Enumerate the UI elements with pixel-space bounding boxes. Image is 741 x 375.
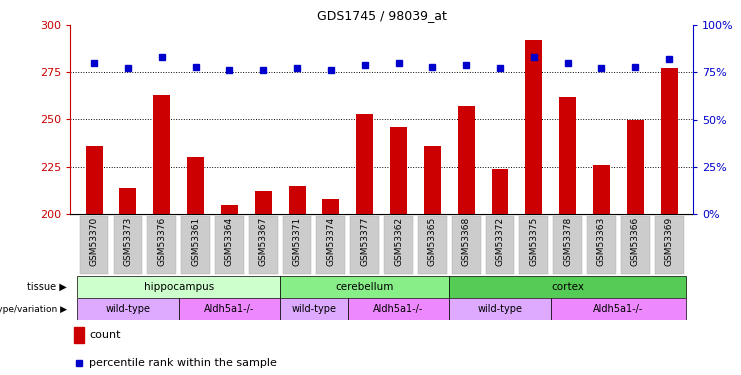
Text: GSM53362: GSM53362 xyxy=(394,217,403,266)
Text: Aldh5a1-/-: Aldh5a1-/- xyxy=(594,304,644,314)
Bar xyxy=(449,276,686,298)
Text: cortex: cortex xyxy=(551,282,584,292)
FancyBboxPatch shape xyxy=(418,216,447,274)
Bar xyxy=(661,69,677,214)
Text: GSM53367: GSM53367 xyxy=(259,217,268,266)
FancyBboxPatch shape xyxy=(519,216,548,274)
Title: GDS1745 / 98039_at: GDS1745 / 98039_at xyxy=(316,9,447,22)
Bar xyxy=(322,199,339,214)
FancyBboxPatch shape xyxy=(655,216,683,274)
Text: wild-type: wild-type xyxy=(477,304,522,314)
Bar xyxy=(86,146,102,214)
Text: GSM53378: GSM53378 xyxy=(563,217,572,266)
FancyBboxPatch shape xyxy=(485,216,514,274)
Text: hippocampus: hippocampus xyxy=(144,282,213,292)
Text: GSM53369: GSM53369 xyxy=(665,217,674,266)
FancyBboxPatch shape xyxy=(587,216,616,274)
Text: genotype/variation ▶: genotype/variation ▶ xyxy=(0,304,67,313)
Bar xyxy=(551,298,686,320)
Bar xyxy=(593,165,610,214)
FancyBboxPatch shape xyxy=(452,216,481,274)
FancyBboxPatch shape xyxy=(113,216,142,274)
Bar xyxy=(491,169,508,214)
FancyBboxPatch shape xyxy=(621,216,650,274)
Text: GSM53363: GSM53363 xyxy=(597,217,606,266)
FancyBboxPatch shape xyxy=(384,216,413,274)
FancyBboxPatch shape xyxy=(554,216,582,274)
Text: count: count xyxy=(89,330,121,340)
Text: Aldh5a1-/-: Aldh5a1-/- xyxy=(205,304,255,314)
FancyBboxPatch shape xyxy=(282,216,311,274)
Bar xyxy=(221,204,238,214)
Bar xyxy=(449,298,551,320)
Text: GSM53374: GSM53374 xyxy=(326,217,336,266)
Text: GSM53371: GSM53371 xyxy=(293,217,302,266)
Text: GSM53376: GSM53376 xyxy=(157,217,166,266)
Bar xyxy=(424,146,441,214)
Bar xyxy=(77,276,280,298)
Bar xyxy=(458,106,475,214)
Text: wild-type: wild-type xyxy=(291,304,336,314)
Text: percentile rank within the sample: percentile rank within the sample xyxy=(89,358,277,368)
Bar xyxy=(73,327,84,343)
Bar xyxy=(179,298,280,320)
Text: Aldh5a1-/-: Aldh5a1-/- xyxy=(373,304,424,314)
Text: GSM53370: GSM53370 xyxy=(90,217,99,266)
Bar xyxy=(356,114,373,214)
Bar xyxy=(255,191,272,214)
Text: GSM53364: GSM53364 xyxy=(225,217,234,266)
FancyBboxPatch shape xyxy=(147,216,176,274)
FancyBboxPatch shape xyxy=(350,216,379,274)
Bar xyxy=(348,298,449,320)
Bar xyxy=(525,40,542,214)
FancyBboxPatch shape xyxy=(316,216,345,274)
Bar xyxy=(77,298,179,320)
Text: GSM53361: GSM53361 xyxy=(191,217,200,266)
Bar xyxy=(119,188,136,214)
Bar xyxy=(288,186,305,214)
Bar xyxy=(627,120,644,214)
Text: GSM53375: GSM53375 xyxy=(529,217,539,266)
Text: GSM53365: GSM53365 xyxy=(428,217,437,266)
Bar xyxy=(280,276,449,298)
FancyBboxPatch shape xyxy=(215,216,244,274)
Text: tissue ▶: tissue ▶ xyxy=(27,282,67,292)
Bar xyxy=(280,298,348,320)
FancyBboxPatch shape xyxy=(249,216,278,274)
Text: GSM53377: GSM53377 xyxy=(360,217,369,266)
Text: GSM53368: GSM53368 xyxy=(462,217,471,266)
Bar xyxy=(390,127,407,214)
Bar xyxy=(153,95,170,214)
Text: wild-type: wild-type xyxy=(105,304,150,314)
Text: GSM53373: GSM53373 xyxy=(124,217,133,266)
Text: GSM53372: GSM53372 xyxy=(496,217,505,266)
Bar xyxy=(187,157,204,214)
FancyBboxPatch shape xyxy=(80,216,108,274)
FancyBboxPatch shape xyxy=(182,216,210,274)
Text: cerebellum: cerebellum xyxy=(336,282,394,292)
Bar xyxy=(559,97,576,214)
Text: GSM53366: GSM53366 xyxy=(631,217,639,266)
